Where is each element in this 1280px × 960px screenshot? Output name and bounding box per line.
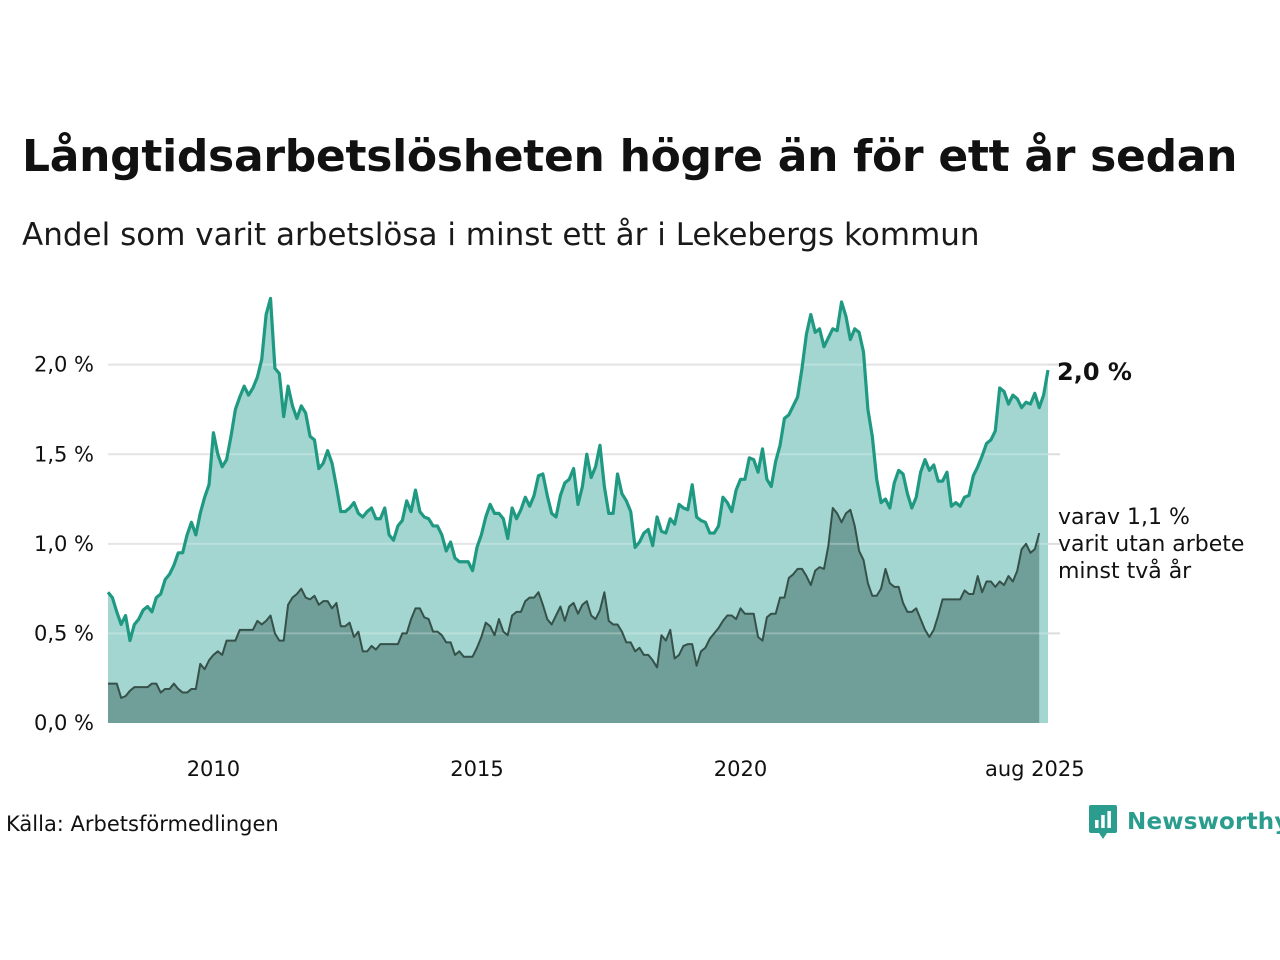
y-axis: 0,0 % 0,5 % 1,0 % 1,5 % 2,0 %	[34, 353, 94, 735]
main-series-line	[106, 296, 1050, 643]
end-labels: 2,0 % varav 1,1 % varit utan arbete minst t…	[1057, 358, 1244, 584]
x-tick-label: 2010	[187, 757, 240, 781]
source-note: Källa: Arbetsförmedlingen	[6, 812, 279, 836]
y-tick-label: 1,0 %	[34, 532, 94, 556]
newsworthy-logo-icon	[1089, 805, 1117, 839]
y-tick-label: 1,5 %	[34, 442, 94, 466]
sub-series-line	[108, 507, 1041, 699]
area-chart: 0,0 % 0,5 % 1,0 % 1,5 % 2,0 % 2010 2015 2020 au…	[34, 296, 1244, 781]
sub-series-end-label-line: varit utan arbete	[1058, 532, 1244, 557]
brand-name: Newsworthy	[1127, 809, 1280, 835]
sub-series-end-label-line: varav 1,1 %	[1058, 505, 1190, 530]
x-tick-label: aug 2025	[985, 757, 1085, 781]
series-areas	[106, 296, 1050, 723]
chart-subtitle: Andel som varit arbetslösa i minst ett å…	[22, 217, 980, 253]
y-tick-label: 0,5 %	[34, 621, 94, 645]
sub-series-end-label: varav 1,1 % varit utan arbete minst två år	[1058, 505, 1244, 584]
main-series-end-label: 2,0 %	[1057, 358, 1132, 386]
x-tick-label: 2015	[450, 757, 503, 781]
chart-title: Långtidsarbetslösheten högre än för ett …	[22, 131, 1238, 182]
sub-series-end-label-line: minst två år	[1058, 558, 1192, 584]
x-tick-label: 2020	[714, 757, 767, 781]
newsworthy-logo: Newsworthy	[1088, 804, 1280, 840]
sub-series-area	[108, 508, 1040, 723]
x-axis: 2010 2015 2020 aug 2025	[187, 757, 1085, 781]
y-tick-label: 0,0 %	[34, 711, 94, 735]
y-tick-label: 2,0 %	[34, 353, 94, 377]
